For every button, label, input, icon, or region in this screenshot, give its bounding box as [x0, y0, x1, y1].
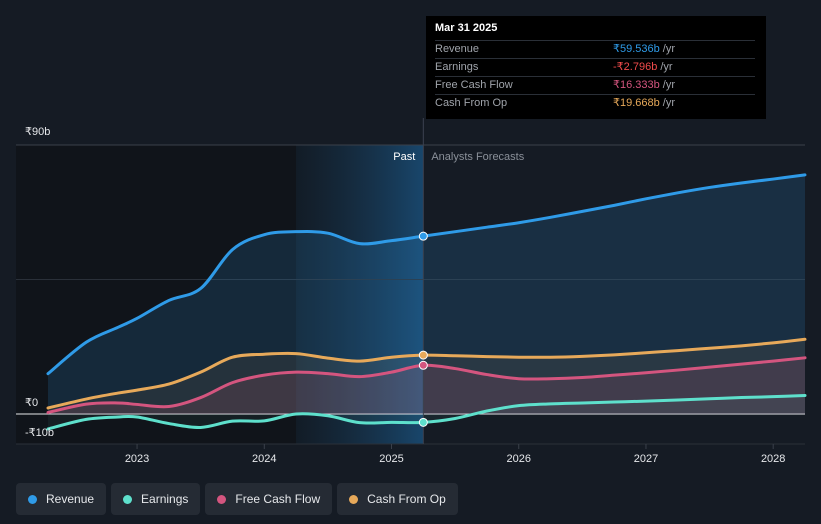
- legend-item-cash-from-op[interactable]: Cash From Op: [337, 483, 458, 515]
- tooltip-row-cash-from-op: Cash From Op ₹19.668b /yr: [435, 94, 755, 112]
- x-tick-label: 2025: [379, 453, 403, 465]
- current-markers: [418, 231, 428, 427]
- legend-dot-icon: [349, 494, 359, 504]
- legend-item-revenue[interactable]: Revenue: [16, 483, 107, 515]
- legend-dot-icon: [28, 494, 37, 504]
- tooltip-value: ₹59.536b: [613, 43, 660, 55]
- x-tick-label: 2023: [125, 453, 149, 465]
- tooltip-row-revenue: Revenue ₹59.536b /yr: [435, 40, 755, 58]
- x-tick-label: 2027: [634, 453, 658, 465]
- earnings-marker[interactable]: [418, 417, 428, 427]
- tooltip-label: Free Cash Flow: [435, 79, 513, 91]
- forecast-label: Analysts Forecasts: [431, 151, 524, 163]
- past-label: Past: [393, 151, 415, 163]
- legend-item-earnings[interactable]: Earnings: [111, 483, 201, 515]
- tooltip: Mar 31 2025 Revenue ₹59.536b /yr Earning…: [426, 16, 766, 119]
- tooltip-unit: /yr: [662, 79, 675, 91]
- tooltip-label: Revenue: [435, 43, 480, 55]
- x-tick-label: 2026: [506, 453, 530, 465]
- tooltip-label: Cash From Op: [435, 97, 508, 109]
- y-tick-label-90: ₹90b: [25, 126, 50, 138]
- legend: Revenue Earnings Free Cash Flow Cash Fro…: [16, 483, 458, 515]
- y-tick-label-neg10: -₹10b: [25, 427, 54, 439]
- legend-label: Cash From Op: [367, 492, 446, 506]
- x-tick-label: 2024: [252, 453, 276, 465]
- tooltip-value: ₹19.668b: [613, 97, 660, 109]
- tooltip-unit: /yr: [662, 43, 675, 55]
- highlight-band: [296, 145, 424, 444]
- x-axis-ticks: 2023 2024 2025 2026 2027 2028: [125, 444, 785, 465]
- tooltip-unit: /yr: [662, 97, 675, 109]
- legend-label: Free Cash Flow: [235, 492, 321, 506]
- free-cash-flow-area: [48, 357, 805, 414]
- tooltip-row-free-cash-flow: Free Cash Flow ₹16.333b /yr: [435, 76, 755, 94]
- revenue-marker[interactable]: [418, 231, 428, 241]
- cash-from-op-marker[interactable]: [418, 350, 428, 360]
- tooltip-label: Earnings: [435, 61, 479, 73]
- legend-label: Earnings: [141, 492, 189, 506]
- gridlines: [16, 144, 805, 445]
- free-cash-flow-marker[interactable]: [418, 360, 428, 370]
- tooltip-value: ₹16.333b: [613, 79, 660, 91]
- legend-dot-icon: [217, 494, 227, 504]
- legend-label: Revenue: [46, 492, 95, 506]
- cash-from-op-area: [48, 339, 805, 414]
- tooltip-date: Mar 31 2025: [435, 22, 498, 34]
- tooltip-unit: /yr: [660, 61, 673, 73]
- legend-item-free-cash-flow[interactable]: Free Cash Flow: [205, 483, 333, 515]
- y-tick-label-0: ₹0: [25, 397, 38, 409]
- x-tick-label: 2028: [761, 453, 785, 465]
- tooltip-value: -₹2.796b: [613, 61, 658, 73]
- tooltip-row-earnings: Earnings -₹2.796b /yr: [435, 58, 755, 76]
- legend-dot-icon: [123, 494, 133, 504]
